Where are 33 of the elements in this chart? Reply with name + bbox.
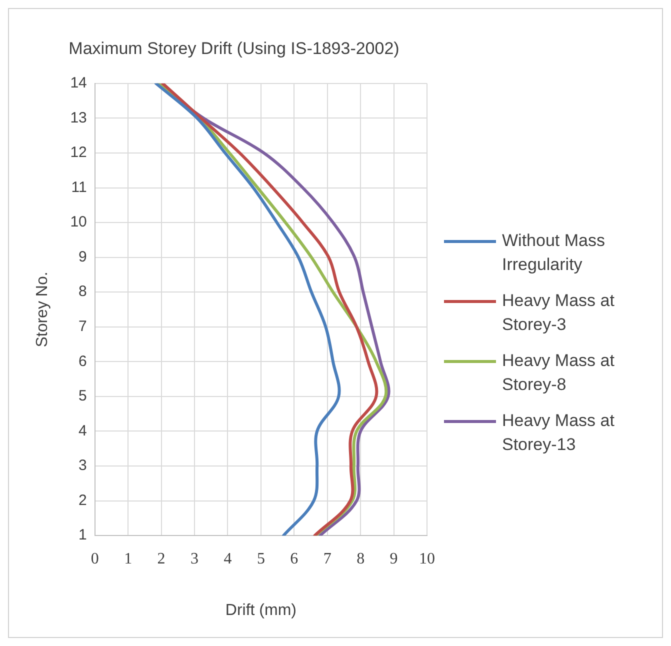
x-tick-label: 7 bbox=[323, 550, 332, 568]
y-tick-label: 4 bbox=[78, 422, 87, 440]
y-axis-title: Storey No. bbox=[34, 272, 52, 348]
x-tick-label: 2 bbox=[157, 550, 166, 568]
x-tick-label: 3 bbox=[190, 550, 199, 568]
y-tick-label: 11 bbox=[71, 178, 87, 196]
x-tick-label: 8 bbox=[356, 550, 365, 568]
y-tick-label: 12 bbox=[70, 144, 87, 162]
x-tick-label: 9 bbox=[390, 550, 398, 568]
x-tick-label: 5 bbox=[256, 550, 265, 568]
y-tick-label: 3 bbox=[78, 457, 87, 474]
y-tick-label: 2 bbox=[78, 492, 87, 509]
legend-label: Heavy Mass at Storey-3 bbox=[502, 290, 616, 336]
y-tick-label: 7 bbox=[78, 318, 87, 336]
y-tick-label: 1 bbox=[78, 526, 87, 544]
y-tick-label: 9 bbox=[78, 248, 87, 266]
y-tick-label: 10 bbox=[70, 214, 87, 231]
x-tick-label: 6 bbox=[290, 550, 298, 568]
legend-label: Without Mass Irregularity bbox=[502, 230, 606, 276]
x-axis-title: Drift (mm) bbox=[225, 602, 296, 619]
chart-title: Maximum Storey Drift (Using IS-1893-2002) bbox=[68, 38, 400, 58]
x-tick-label: 4 bbox=[224, 550, 232, 568]
x-tick-label: 0 bbox=[90, 550, 99, 568]
y-tick-label: 8 bbox=[78, 283, 87, 300]
y-tick-label: 6 bbox=[78, 352, 87, 370]
y-tick-label: 14 bbox=[70, 74, 87, 92]
legend-label: Heavy Mass at Storey-13 bbox=[502, 410, 616, 456]
x-tick-label: 10 bbox=[419, 550, 435, 568]
y-tick-label: 5 bbox=[78, 388, 87, 405]
x-tick-label: 1 bbox=[124, 550, 132, 568]
legend-label: Heavy Mass at Storey-8 bbox=[502, 350, 616, 396]
line-series bbox=[154, 83, 341, 536]
y-tick-label: 13 bbox=[70, 109, 87, 126]
